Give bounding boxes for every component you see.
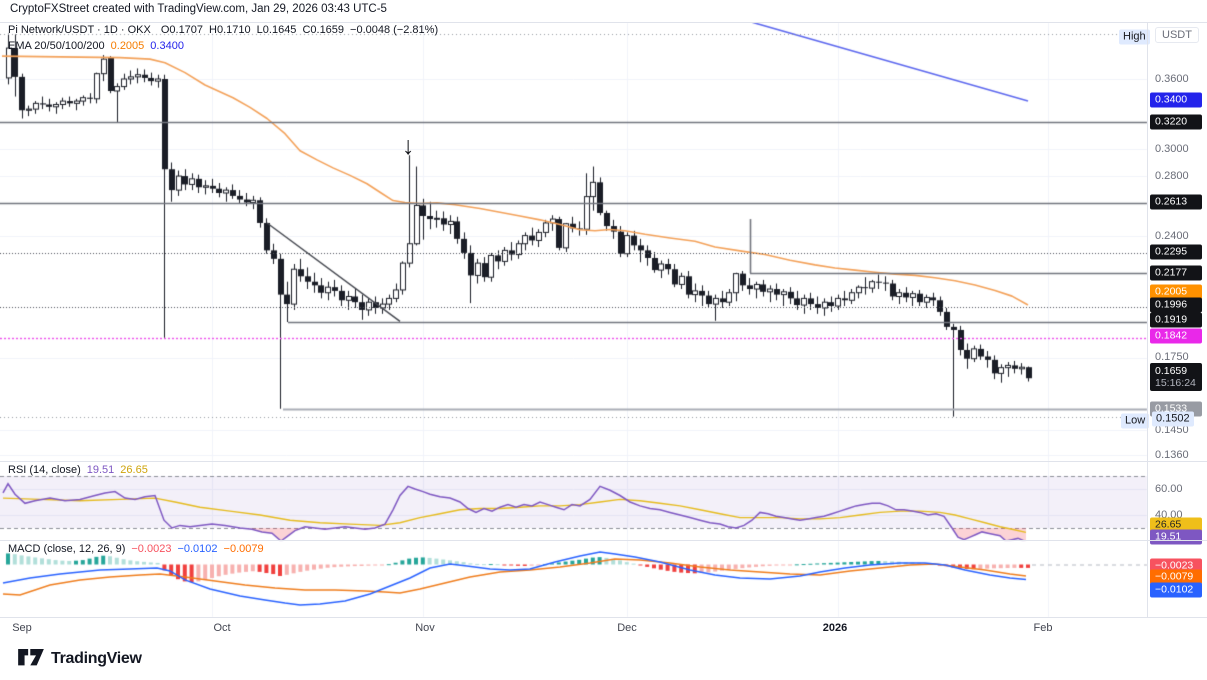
arrow-down-annotation[interactable]: ↓ — [402, 132, 415, 160]
macd-hist-value: −0.0023 — [131, 543, 172, 555]
ohlc-low: L 0.1645 — [256, 24, 297, 36]
level-price-badge: 0.2295 — [1150, 244, 1202, 260]
ema-blue-value: 0.3400 — [150, 40, 184, 52]
level-price-badge: 0.1996 — [1150, 297, 1202, 313]
change-value: −0.0048 (−2.81%) — [350, 24, 439, 36]
ema-legend: EMA 20/50/100/200 0.2005 0.3400 — [8, 40, 184, 52]
ema-orange-value: 0.2005 — [110, 40, 145, 52]
ohlc-high: H 0.1710 — [209, 24, 251, 36]
price-tick: 0.1450 — [1155, 424, 1189, 436]
month-label: Oct — [213, 622, 231, 634]
last-price-badge: 0.1659 15:16:24 — [1150, 363, 1202, 391]
month-label: Sep — [12, 622, 32, 634]
attribution-text: CryptoFXStreet created with TradingView.… — [10, 3, 387, 15]
axis-currency-label[interactable]: USDT — [1155, 27, 1199, 43]
level-price-badge: 0.3220 — [1150, 114, 1202, 130]
tradingview-logo-link[interactable]: TradingView — [18, 649, 142, 669]
pane-separator-macd[interactable] — [0, 540, 1207, 541]
pane-separator-rsi[interactable] — [0, 461, 1207, 462]
price-tick: 0.3000 — [1155, 143, 1189, 155]
high-label: High — [1119, 29, 1150, 45]
rsi-ma-badge: 26.65 — [1150, 517, 1202, 533]
month-label: Nov — [415, 622, 435, 634]
symbol-legend: Pi Network/USDT · 1D · OKX O 0.1707 H 0.17… — [8, 24, 438, 36]
level-price-badge: 0.2613 — [1150, 194, 1202, 210]
tradingview-logo-icon — [18, 649, 44, 666]
level-price-badge: 0.1919 — [1150, 312, 1202, 328]
price-tick: 0.1750 — [1155, 351, 1189, 363]
level-price-badge: 0.2177 — [1150, 265, 1202, 281]
symbol-title[interactable]: Pi Network/USDT · 1D · OKX — [8, 24, 151, 36]
macd-legend: MACD (close, 12, 26, 9) −0.0023 −0.0102 … — [8, 543, 264, 555]
ohlc-open: O 0.1707 — [160, 24, 204, 36]
ema200-price-badge: 0.3400 — [1150, 92, 1202, 108]
price-tick: 0.2800 — [1155, 170, 1189, 182]
macd-line-value: −0.0102 — [177, 543, 218, 555]
ema-orange-price-badge: 0.2005 — [1150, 284, 1202, 300]
rsi-tick: 60.00 — [1155, 483, 1183, 495]
ohlc-close: C 0.1659 — [302, 24, 345, 36]
macd-signal-value: −0.0079 — [223, 543, 264, 555]
magenta-level-badge: 0.1842 — [1150, 328, 1202, 344]
rsi-legend: RSI (14, close) 19.51 26.65 — [8, 464, 148, 476]
macd-title[interactable]: MACD (close, 12, 26, 9) — [8, 543, 126, 555]
macd-line-badge: −0.0102 — [1150, 582, 1202, 598]
year-label: 2026 — [822, 622, 848, 634]
price-tick: 0.1360 — [1155, 449, 1189, 461]
month-label: Feb — [1033, 622, 1053, 634]
rsi-ma-value: 26.65 — [120, 464, 148, 476]
rsi-value: 19.51 — [86, 464, 115, 476]
rsi-value-badge: 19.51 — [1150, 529, 1202, 545]
price-tick: 0.2400 — [1155, 230, 1189, 242]
low-label: Low — [1121, 413, 1150, 429]
header-separator — [0, 22, 1207, 23]
low-value-label: 0.1502 — [1152, 411, 1194, 427]
ema-title[interactable]: EMA 20/50/100/200 — [8, 40, 105, 52]
month-label: Dec — [617, 622, 637, 634]
price-tick: 0.3600 — [1155, 73, 1189, 85]
price-axis-separator — [1147, 22, 1148, 617]
rsi-title[interactable]: RSI (14, close) — [8, 464, 81, 476]
brand-wordmark: TradingView — [51, 650, 142, 667]
time-axis-separator — [0, 617, 1207, 618]
macd-signal-badge: −0.0079 — [1150, 569, 1202, 585]
countdown-timer: 15:16:24 — [1155, 377, 1196, 389]
